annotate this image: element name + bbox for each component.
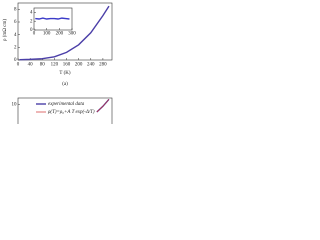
y-tick-label: 2: [30, 19, 33, 24]
plot-frame: [17, 97, 113, 124]
y-tick-label: 0: [30, 28, 33, 33]
x-tick-label: 300: [68, 31, 76, 36]
x-tick-label: 0: [33, 31, 36, 36]
x-axis-title: T (K): [59, 71, 70, 76]
legend-label: ρ(T)=ρ₀+A T exp(-Δ/T): [47, 110, 95, 115]
legend-label: experimental data: [48, 102, 85, 107]
series-line: [19, 5, 110, 61]
panel-label: (a): [62, 82, 68, 87]
y-tick-label: 10: [12, 103, 18, 108]
plot-frame: [17, 2, 113, 61]
y-tick-label: 6: [14, 20, 17, 25]
x-tick-label: 240: [87, 63, 95, 68]
series-line: [35, 17, 70, 20]
y-tick-label: 4: [30, 11, 33, 16]
series-line: [96, 99, 110, 113]
x-tick-label: 40: [28, 63, 34, 68]
y-tick-label: 0: [14, 58, 17, 63]
x-tick-label: 200: [75, 63, 83, 68]
y-tick-label: 8: [14, 7, 17, 12]
x-tick-label: 0: [17, 63, 20, 68]
y-tick-label: 2: [14, 45, 17, 50]
x-tick-label: 100: [43, 31, 51, 36]
x-tick-label: 120: [51, 63, 59, 68]
y-tick-label: 4: [14, 33, 17, 38]
x-tick-label: 160: [63, 63, 71, 68]
x-tick-label: 80: [40, 63, 46, 68]
y-axis-title: ρ (mΩ cm): [3, 19, 8, 41]
x-tick-label: 280: [99, 63, 107, 68]
x-tick-label: 200: [56, 31, 64, 36]
plot-frame: [33, 7, 73, 31]
